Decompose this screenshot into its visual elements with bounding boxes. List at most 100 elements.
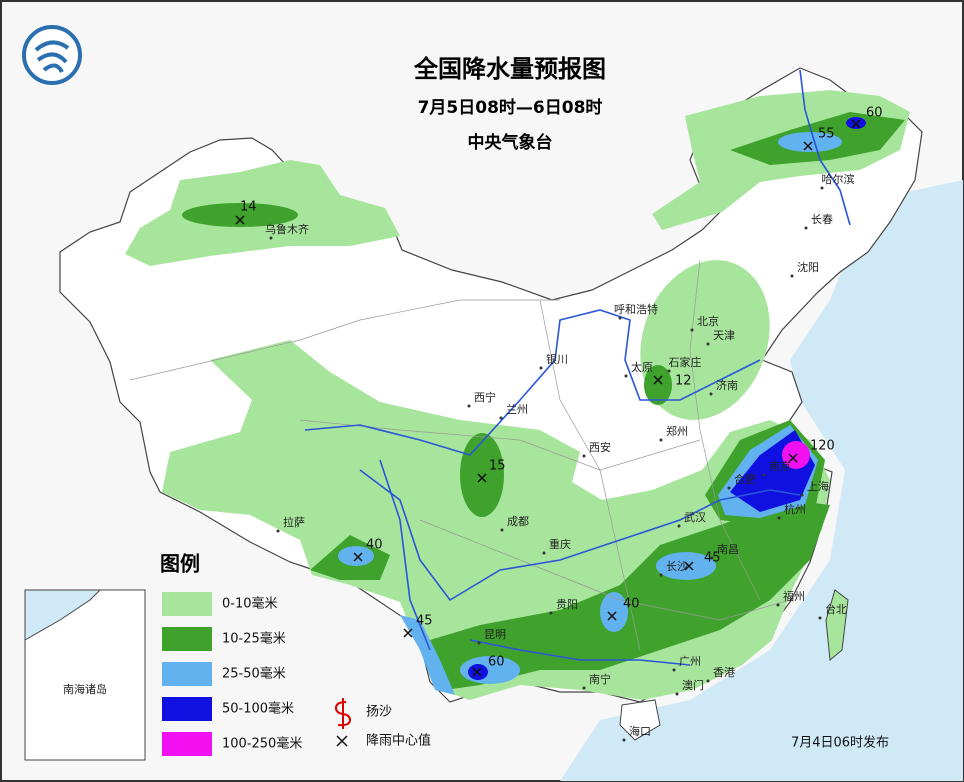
taiwan: [825, 589, 849, 661]
center-value: 55: [818, 127, 835, 142]
city-dot: [818, 616, 822, 620]
zone-heavy: [778, 132, 842, 152]
center-marker: [607, 611, 617, 621]
rivers: [304, 69, 851, 666]
zone-heavy: [600, 592, 628, 632]
city-dot: [777, 516, 781, 520]
inset-label: 南海诸岛: [63, 682, 107, 696]
city-dot: [820, 186, 824, 190]
city-dot: [706, 679, 710, 683]
zone-moderate: [460, 433, 504, 517]
center-value: 60: [488, 655, 505, 670]
zone-heavy: [400, 615, 455, 695]
city-dot: [467, 404, 471, 408]
legend-swatch: [162, 627, 212, 651]
center-value: 45: [416, 614, 433, 629]
border: [419, 519, 791, 621]
city-label: 兰州: [506, 403, 528, 416]
city-dot: [776, 603, 780, 607]
city-dot: [622, 738, 626, 742]
issued-time: 7月4日06时发布: [791, 735, 889, 751]
city-label: 海口: [629, 724, 651, 738]
city-label: 合肥: [734, 472, 756, 486]
center-marker: [472, 667, 482, 677]
border: [129, 299, 560, 381]
city-dot: [477, 641, 481, 645]
legend-swatch: [162, 592, 212, 616]
sand-icon: [334, 698, 352, 729]
center-icon: [336, 735, 348, 747]
city-label: 澳门: [682, 678, 704, 692]
city-label: 西宁: [474, 390, 496, 404]
city-label: 济南: [716, 378, 738, 392]
center-marker: [353, 552, 363, 562]
city-dot: [800, 493, 804, 497]
city-dot: [659, 573, 663, 577]
center-value: 15: [489, 459, 506, 474]
zone-heavy: [656, 552, 716, 580]
city-label: 昆明: [484, 628, 506, 641]
center-value: 40: [623, 597, 640, 612]
city-dot: [675, 692, 679, 696]
center-marker: [803, 141, 813, 151]
zone-moderate: [430, 500, 830, 690]
city-label: 贵阳: [556, 598, 578, 611]
city-label: 拉萨: [283, 515, 305, 529]
city-label: 北京: [697, 314, 719, 328]
city-dot: [539, 366, 543, 370]
city-dot: [269, 236, 273, 240]
legend-swatch: [162, 662, 212, 686]
city-dot: [727, 486, 731, 490]
city-dot: [790, 274, 794, 278]
city-dot: [762, 473, 766, 477]
hainan: [619, 699, 661, 741]
city-dot: [542, 551, 546, 555]
city-dot: [667, 369, 671, 373]
city-label: 台北: [825, 602, 847, 616]
city-dot: [582, 454, 586, 458]
center-marker: [477, 473, 487, 483]
city-dot: [659, 438, 663, 442]
map-issuer: 中央气象台: [468, 132, 553, 153]
center-marker: [403, 628, 413, 638]
city-label: 太原: [631, 361, 653, 374]
city-label: 郑州: [666, 424, 688, 438]
city-label: 银川: [546, 352, 568, 366]
center-value: 45: [704, 551, 721, 566]
city-label: 沈阳: [797, 260, 819, 274]
city-label: 福州: [783, 589, 805, 603]
city-label: 长春: [811, 213, 833, 226]
zone-light: [640, 260, 770, 420]
zone-moderate: [182, 203, 298, 227]
city-dot: [618, 316, 622, 320]
rain-zones: [125, 90, 910, 700]
city-label: 南宁: [589, 672, 611, 686]
city-dot: [276, 529, 280, 533]
center-marker: [684, 561, 694, 571]
legend-symbol-label: 降雨中心值: [366, 733, 431, 749]
city-dot: [677, 524, 681, 528]
city-dot: [690, 328, 694, 332]
logo-mark: [34, 40, 70, 74]
city-dot: [624, 374, 628, 378]
center-marker: [653, 375, 663, 385]
city-label: 南京: [769, 459, 791, 473]
legend-swatch: [162, 732, 212, 756]
city-label: 重庆: [549, 537, 571, 551]
city-dot: [672, 668, 676, 672]
city-dot: [499, 416, 503, 420]
city-dot: [709, 392, 713, 396]
city-dot: [582, 686, 586, 690]
city-dot: [500, 528, 504, 532]
city-dot: [804, 226, 808, 230]
city-label: 杭州: [784, 502, 806, 516]
legend-title: 图例: [160, 552, 200, 576]
city-label: 哈尔滨: [822, 172, 855, 186]
center-value: 12: [675, 374, 692, 389]
center-value: 40: [366, 538, 383, 553]
logo: [22, 25, 82, 85]
city-label: 西安: [589, 440, 611, 454]
songhua-river: [799, 69, 851, 226]
legend-label: 25-50毫米: [222, 666, 286, 682]
